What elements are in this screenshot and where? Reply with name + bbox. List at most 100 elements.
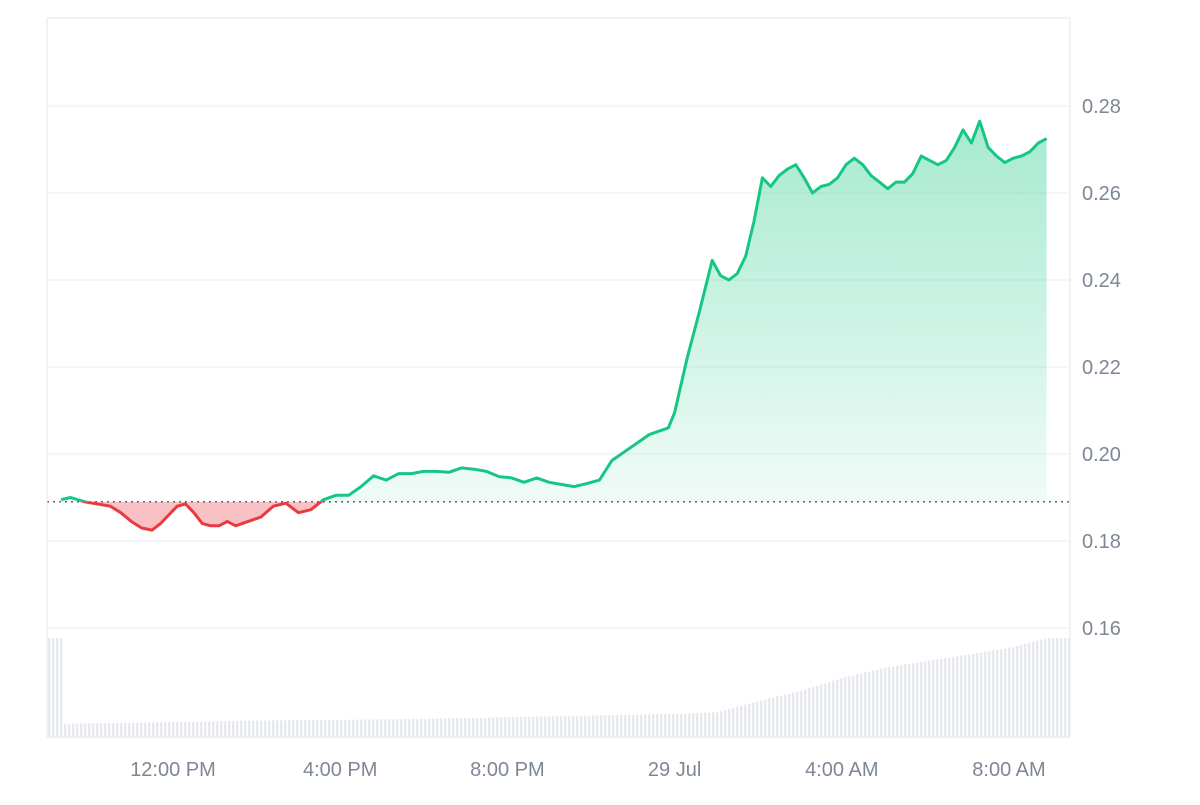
volume-bar: [668, 714, 671, 737]
volume-bar: [836, 679, 839, 737]
volume-bar: [708, 712, 711, 737]
volume-bar: [276, 720, 279, 737]
volume-bar: [1020, 645, 1023, 737]
x-tick-label: 29 Jul: [648, 759, 701, 781]
volume-bar: [796, 691, 799, 737]
volume-bar: [512, 717, 515, 737]
volume-bar: [88, 723, 91, 737]
volume-bar: [408, 719, 411, 737]
volume-bar: [1048, 638, 1051, 737]
volume-bar: [520, 716, 523, 737]
volume-bar: [904, 664, 907, 737]
volume-bar: [464, 718, 467, 737]
volume-bar: [544, 716, 547, 737]
volume-bar: [208, 721, 211, 737]
volume-bar: [740, 705, 743, 737]
volume-bar: [172, 722, 175, 737]
volume-bar: [516, 717, 519, 737]
volume-bar: [592, 715, 595, 737]
volume-bar: [1044, 638, 1047, 737]
volume-bar: [716, 712, 719, 737]
volume-bar: [860, 673, 863, 737]
volume-bar: [456, 718, 459, 737]
volume-bar: [444, 718, 447, 737]
volume-bar: [856, 674, 859, 737]
volume-bar: [1052, 638, 1055, 737]
volume-bar: [924, 661, 927, 737]
x-tick-label: 8:00 PM: [470, 759, 544, 781]
volume-bar: [580, 715, 583, 737]
volume-bar: [724, 710, 727, 737]
volume-bar: [80, 723, 83, 737]
volume-bar: [440, 718, 443, 737]
volume-bar: [352, 719, 355, 737]
x-tick-label: 4:00 PM: [303, 759, 377, 781]
volume-bar: [992, 650, 995, 737]
volume-bar: [676, 713, 679, 737]
gridlines: [47, 105, 1070, 629]
volume-bar: [844, 677, 847, 737]
volume-bar: [528, 716, 531, 737]
volume-bar: [872, 670, 875, 737]
volume-bar: [576, 715, 579, 737]
volume-bar: [704, 712, 707, 737]
y-tick-label: 0.26: [1082, 183, 1121, 205]
volume-bar: [1068, 638, 1071, 737]
volume-bar: [944, 658, 947, 737]
volume-bar: [664, 714, 667, 737]
volume-bar: [908, 663, 911, 737]
volume-bar: [224, 721, 227, 737]
y-tick-label: 0.24: [1082, 270, 1121, 292]
volume-bar: [428, 718, 431, 737]
volume-bar: [916, 662, 919, 737]
volume-bar: [360, 719, 363, 737]
volume-bar: [932, 660, 935, 737]
volume-bar: [328, 719, 331, 737]
volume-bar: [416, 718, 419, 737]
volume-bar: [1004, 648, 1007, 737]
volume-bar: [448, 718, 451, 737]
volume-bar: [532, 716, 535, 737]
volume-bar: [472, 717, 475, 737]
volume-bar: [700, 712, 703, 737]
volume-bar: [500, 717, 503, 737]
volume-bar: [228, 721, 231, 737]
volume-bar: [284, 720, 287, 737]
volume-bar: [864, 672, 867, 737]
volume-bar: [608, 715, 611, 737]
volume-bar: [300, 720, 303, 737]
volume-bar: [176, 722, 179, 737]
volume-bar: [552, 716, 555, 737]
price-line-down: [79, 501, 324, 532]
volume-bar: [244, 720, 247, 737]
volume-bar: [60, 638, 63, 737]
volume-bar: [164, 722, 167, 737]
volume-bar: [648, 714, 651, 737]
volume-bar: [832, 680, 835, 737]
volume-bar: [460, 718, 463, 737]
volume-bar: [572, 715, 575, 737]
volume-bar: [248, 720, 251, 737]
volume-bar: [556, 716, 559, 737]
volume-bar: [1056, 638, 1059, 737]
volume-bar: [92, 723, 95, 737]
volume-bar: [204, 721, 207, 737]
volume-bar: [812, 687, 815, 737]
volume-bar: [876, 669, 879, 737]
volume-bar: [188, 721, 191, 737]
volume-bar: [1000, 649, 1003, 737]
volume-bar: [368, 719, 371, 737]
volume-bar: [480, 717, 483, 737]
volume-bar: [220, 721, 223, 737]
volume-bar: [688, 713, 691, 737]
volume-bar: [376, 719, 379, 737]
volume-bar: [1064, 638, 1067, 737]
volume-bar: [936, 659, 939, 737]
volume-bar: [980, 652, 983, 737]
volume-bar: [928, 660, 931, 737]
volume-bar: [1008, 648, 1011, 737]
volume-bar: [120, 722, 123, 737]
volume-bar: [468, 717, 471, 737]
volume-bar: [920, 661, 923, 737]
